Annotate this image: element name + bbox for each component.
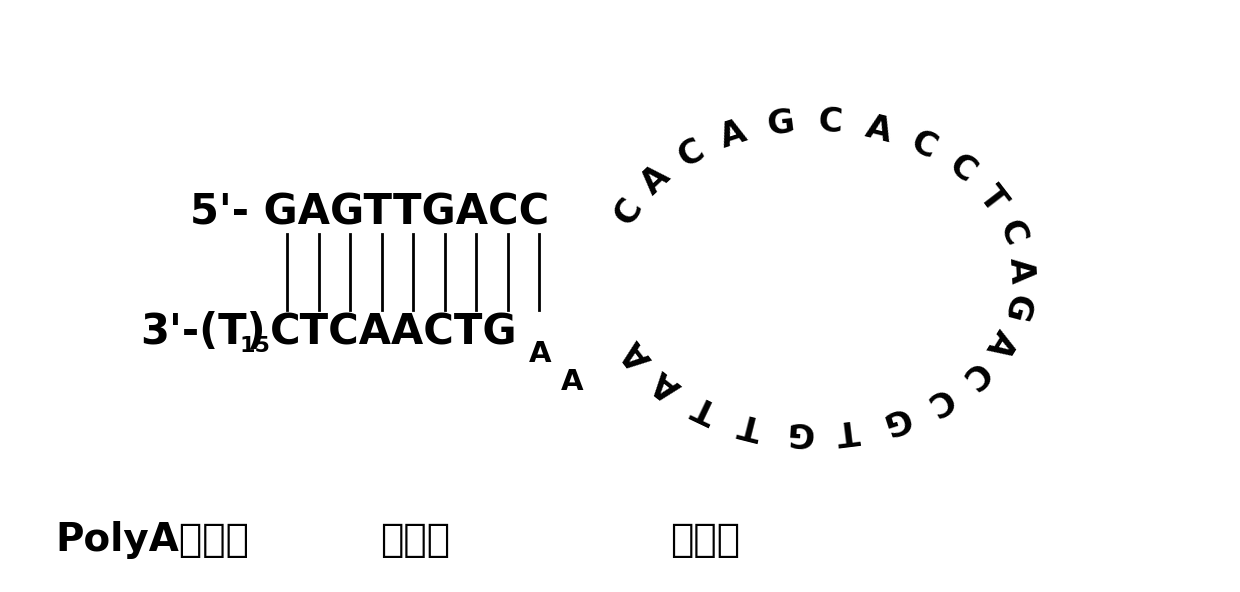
Text: 15: 15 <box>241 336 270 356</box>
Text: A: A <box>560 368 583 396</box>
Text: A: A <box>647 363 687 406</box>
Text: 茎环区: 茎环区 <box>670 521 740 559</box>
Text: C: C <box>992 216 1032 251</box>
Text: C: C <box>905 126 942 166</box>
Text: C: C <box>920 380 957 421</box>
Text: G: G <box>878 400 914 439</box>
Text: A: A <box>528 340 552 368</box>
Text: C: C <box>672 133 709 174</box>
Text: G: G <box>997 290 1035 325</box>
Text: G: G <box>765 106 796 142</box>
Text: 3'-(T): 3'-(T) <box>140 311 265 353</box>
Text: C: C <box>954 354 994 395</box>
Text: CTCAACTG: CTCAACTG <box>270 311 517 353</box>
Text: C: C <box>609 192 650 230</box>
Text: A: A <box>980 323 1022 363</box>
Text: T: T <box>688 388 723 428</box>
Text: 茎柄区: 茎柄区 <box>379 521 450 559</box>
Text: 5'- GAGTTGACC: 5'- GAGTTGACC <box>190 191 549 233</box>
Text: PolyA结合区: PolyA结合区 <box>55 521 249 559</box>
Text: T: T <box>972 180 1012 218</box>
Text: A: A <box>717 115 751 155</box>
Text: T: T <box>735 406 765 443</box>
Text: A: A <box>1003 256 1037 284</box>
Text: A: A <box>616 334 658 375</box>
Text: G: G <box>784 414 813 449</box>
Text: T: T <box>835 412 862 448</box>
Text: A: A <box>635 159 676 201</box>
Text: C: C <box>942 149 982 189</box>
Text: A: A <box>863 111 895 149</box>
Text: C: C <box>817 105 843 140</box>
